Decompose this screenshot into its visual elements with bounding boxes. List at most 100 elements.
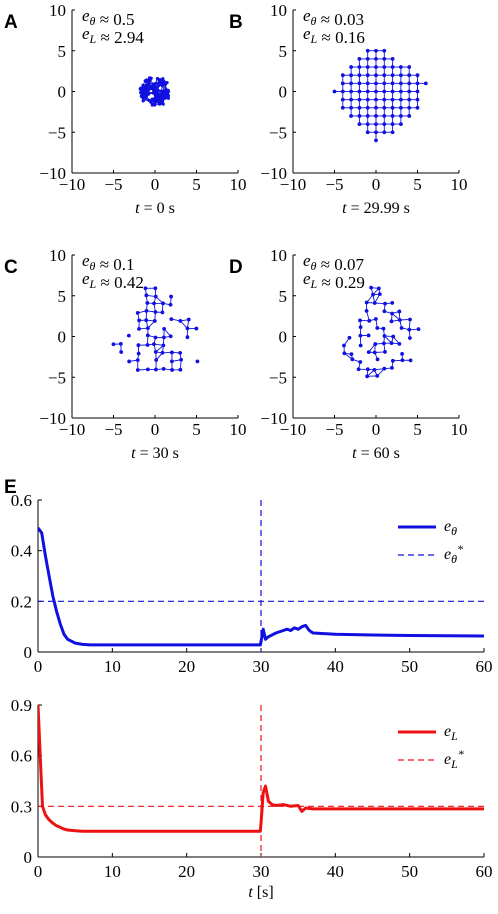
swarm-agent — [153, 286, 158, 291]
swarm-agent — [382, 57, 387, 61]
swarm-agent — [160, 310, 165, 315]
swarm-agent — [374, 97, 378, 102]
swarm-agent — [365, 65, 370, 69]
scatter-panels: A −10 −5 0 5 10 10 5 0 −5 −10 eθ ≈ 0.5eL ≈ 2.94 t = … — [4, 1, 468, 462]
swarm-agent — [118, 342, 123, 346]
e-l-chart: 0 10 20 30 40 50 60 0 0.3 0.6 0.9 eL eL* t [s] — [11, 696, 493, 901]
swarm-agent — [349, 97, 353, 102]
swarm-agent — [374, 57, 378, 61]
swarm-agent — [179, 357, 184, 362]
plot-area — [38, 500, 484, 652]
legend-entry: eθ — [444, 518, 457, 538]
x-tick-label: 20 — [178, 862, 195, 881]
swarm-agent — [111, 342, 116, 347]
error-series-line — [38, 705, 484, 833]
swarm-agent — [382, 130, 387, 135]
swarm-agent — [423, 81, 428, 86]
swarm-agent — [149, 84, 153, 89]
legend: eL eL* — [398, 723, 464, 771]
panel-a: A −10 −5 0 5 10 10 5 0 −5 −10 eθ ≈ 0.5eL ≈ 2.94 t = … — [4, 1, 247, 217]
x-tick-label: 5 — [413, 420, 422, 439]
swarm-agent — [382, 97, 387, 102]
x-tick-label: 10 — [230, 420, 247, 439]
x-tick-label: 40 — [327, 862, 344, 881]
y-tick-label: 0.2 — [11, 592, 32, 611]
x-tick-label: 10 — [230, 175, 247, 194]
swarm-agent — [390, 73, 395, 78]
annotation-e-l: eL ≈ 0.42 — [82, 269, 144, 292]
swarm-agent — [136, 351, 141, 356]
swarm-agent — [141, 99, 145, 103]
swarm-agent — [169, 294, 173, 299]
swarm-agent — [194, 326, 199, 331]
swarm-agent — [372, 301, 377, 305]
swarm-agent — [166, 96, 171, 100]
x-tick-label: 60 — [476, 862, 493, 881]
swarm-agent — [143, 286, 148, 291]
x-tick-label: 0 — [34, 657, 43, 676]
swarm-agent — [365, 122, 370, 126]
x-tick-label: 10 — [451, 420, 468, 439]
swarm-agent — [153, 100, 157, 104]
swarm-agent — [149, 100, 153, 104]
y-tick-label: −10 — [39, 409, 66, 428]
swarm-agent — [364, 309, 369, 313]
panel-label-a: A — [4, 12, 18, 33]
y-tick-label: 5 — [279, 42, 288, 61]
swarm-agent — [140, 92, 144, 96]
swarm-agent — [163, 82, 167, 86]
swarm-network — [342, 285, 421, 379]
swarm-agent — [161, 77, 165, 81]
swarm-agent — [374, 114, 378, 118]
swarm-agent — [137, 326, 141, 331]
swarm-agent — [357, 114, 362, 118]
y-tick-label: 0.3 — [11, 797, 32, 816]
swarm-agent — [382, 65, 387, 69]
x-tick-label: −5 — [325, 420, 343, 439]
swarm-agent — [137, 318, 142, 323]
swarm-agent — [390, 65, 395, 69]
y-tick-label: 10 — [270, 1, 287, 20]
panel-label-b: B — [229, 12, 243, 33]
swarm-agent — [356, 367, 361, 372]
swarm-agent — [382, 122, 387, 126]
swarm-agent — [372, 350, 377, 355]
swarm-agent — [145, 343, 150, 347]
swarm-agent — [407, 97, 412, 102]
x-tick-label: 60 — [476, 657, 493, 676]
panel-time-label: t = 60 s — [352, 445, 400, 462]
swarm-agent — [358, 343, 363, 348]
swarm-agent — [349, 81, 353, 86]
swarm-agent — [366, 333, 371, 338]
swarm-agent — [367, 318, 372, 323]
x-tick-label: 10 — [104, 862, 121, 881]
swarm-agent — [357, 89, 362, 94]
swarm-agent — [152, 97, 156, 101]
swarm-agent — [357, 97, 362, 102]
swarm-agent — [383, 301, 387, 306]
y-tick-label: 0 — [24, 848, 33, 867]
swarm-agent — [157, 83, 161, 88]
swarm-agent — [365, 114, 370, 118]
annotation-e-l: eL ≈ 2.94 — [82, 24, 144, 47]
panel-time-label: t = 29.99 s — [342, 200, 410, 217]
swarm-agent — [153, 103, 157, 107]
swarm-agent — [178, 319, 183, 323]
x-tick-label: −5 — [325, 175, 343, 194]
swarm-agent — [365, 130, 370, 135]
swarm-agent — [143, 79, 147, 83]
swarm-agent — [349, 352, 354, 357]
swarm-agent — [408, 358, 413, 363]
swarm-agent — [161, 301, 165, 306]
swarm-agent — [141, 87, 145, 91]
swarm-agent — [147, 80, 151, 85]
x-tick-label: 0 — [151, 420, 160, 439]
swarm-agent — [397, 309, 402, 314]
swarm-agent — [382, 105, 387, 110]
swarm-agent — [157, 79, 162, 83]
x-tick-label: −10 — [280, 175, 307, 194]
swarm-agent — [340, 105, 345, 110]
swarm-agent — [150, 103, 154, 107]
swarm-agent — [145, 326, 150, 331]
swarm-agent — [161, 335, 166, 340]
